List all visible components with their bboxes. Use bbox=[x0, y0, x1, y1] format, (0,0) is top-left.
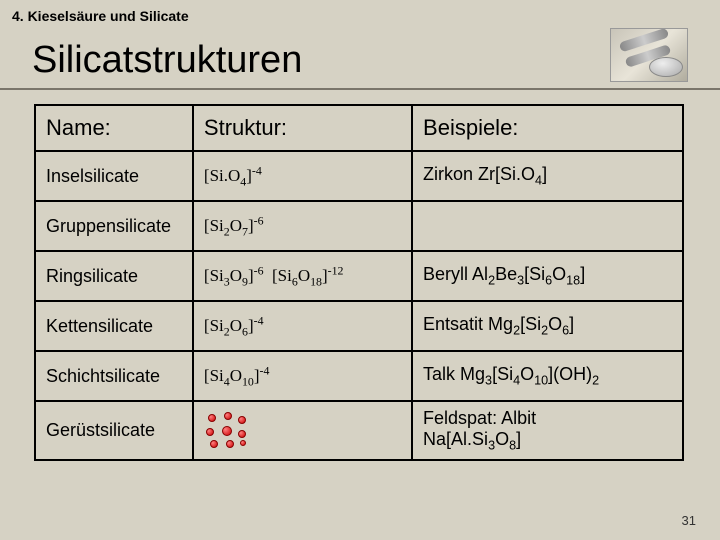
silicate-table: Name: Struktur: Beispiele: Inselsilicate… bbox=[34, 104, 684, 461]
cell-struct: [Si4O10]-4 bbox=[193, 351, 412, 401]
cell-example bbox=[412, 201, 683, 251]
section-header: 4. Kieselsäure und Silicate bbox=[0, 0, 720, 28]
cell-example: Talk Mg3[Si4O10](OH)2 bbox=[412, 351, 683, 401]
crystal-structure-icon bbox=[204, 410, 248, 450]
cell-name: Gruppensilicate bbox=[35, 201, 193, 251]
title-row: Silicatstrukturen bbox=[0, 28, 720, 90]
table-row: Gruppensilicate[Si2O7]-6 bbox=[35, 201, 683, 251]
table-row: Schichtsilicate[Si4O10]-4Talk Mg3[Si4O10… bbox=[35, 351, 683, 401]
table-row: Gerüstsilicate Feldspat: AlbitNa[Al.Si3O8… bbox=[35, 401, 683, 460]
cell-example: Entsatit Mg2[Si2O6] bbox=[412, 301, 683, 351]
cell-struct: [Si.O4]-4 bbox=[193, 151, 412, 201]
table-row: Kettensilicate[Si2O6]-4Entsatit Mg2[Si2O… bbox=[35, 301, 683, 351]
cell-name: Gerüstsilicate bbox=[35, 401, 193, 460]
cell-name: Schichtsilicate bbox=[35, 351, 193, 401]
cell-struct: [Si2O6]-4 bbox=[193, 301, 412, 351]
table-row: Inselsilicate[Si.O4]-4Zirkon Zr[Si.O4] bbox=[35, 151, 683, 201]
table-row: Ringsilicate[Si3O9]-6 [Si6O18]-12Beryll … bbox=[35, 251, 683, 301]
page-title: Silicatstrukturen bbox=[32, 39, 610, 82]
page-number: 31 bbox=[682, 513, 696, 528]
decorative-image bbox=[610, 28, 688, 82]
col-header-struct: Struktur: bbox=[193, 105, 412, 151]
table-body: Inselsilicate[Si.O4]-4Zirkon Zr[Si.O4]Gr… bbox=[35, 151, 683, 460]
col-header-name: Name: bbox=[35, 105, 193, 151]
cell-name: Kettensilicate bbox=[35, 301, 193, 351]
cell-struct: [Si2O7]-6 bbox=[193, 201, 412, 251]
cell-example: Zirkon Zr[Si.O4] bbox=[412, 151, 683, 201]
cell-example: Feldspat: AlbitNa[Al.Si3O8] bbox=[412, 401, 683, 460]
cell-struct bbox=[193, 401, 412, 460]
cell-struct: [Si3O9]-6 [Si6O18]-12 bbox=[193, 251, 412, 301]
col-header-examples: Beispiele: bbox=[412, 105, 683, 151]
cell-name: Ringsilicate bbox=[35, 251, 193, 301]
cell-example: Beryll Al2Be3[Si6O18] bbox=[412, 251, 683, 301]
table-header-row: Name: Struktur: Beispiele: bbox=[35, 105, 683, 151]
cell-name: Inselsilicate bbox=[35, 151, 193, 201]
